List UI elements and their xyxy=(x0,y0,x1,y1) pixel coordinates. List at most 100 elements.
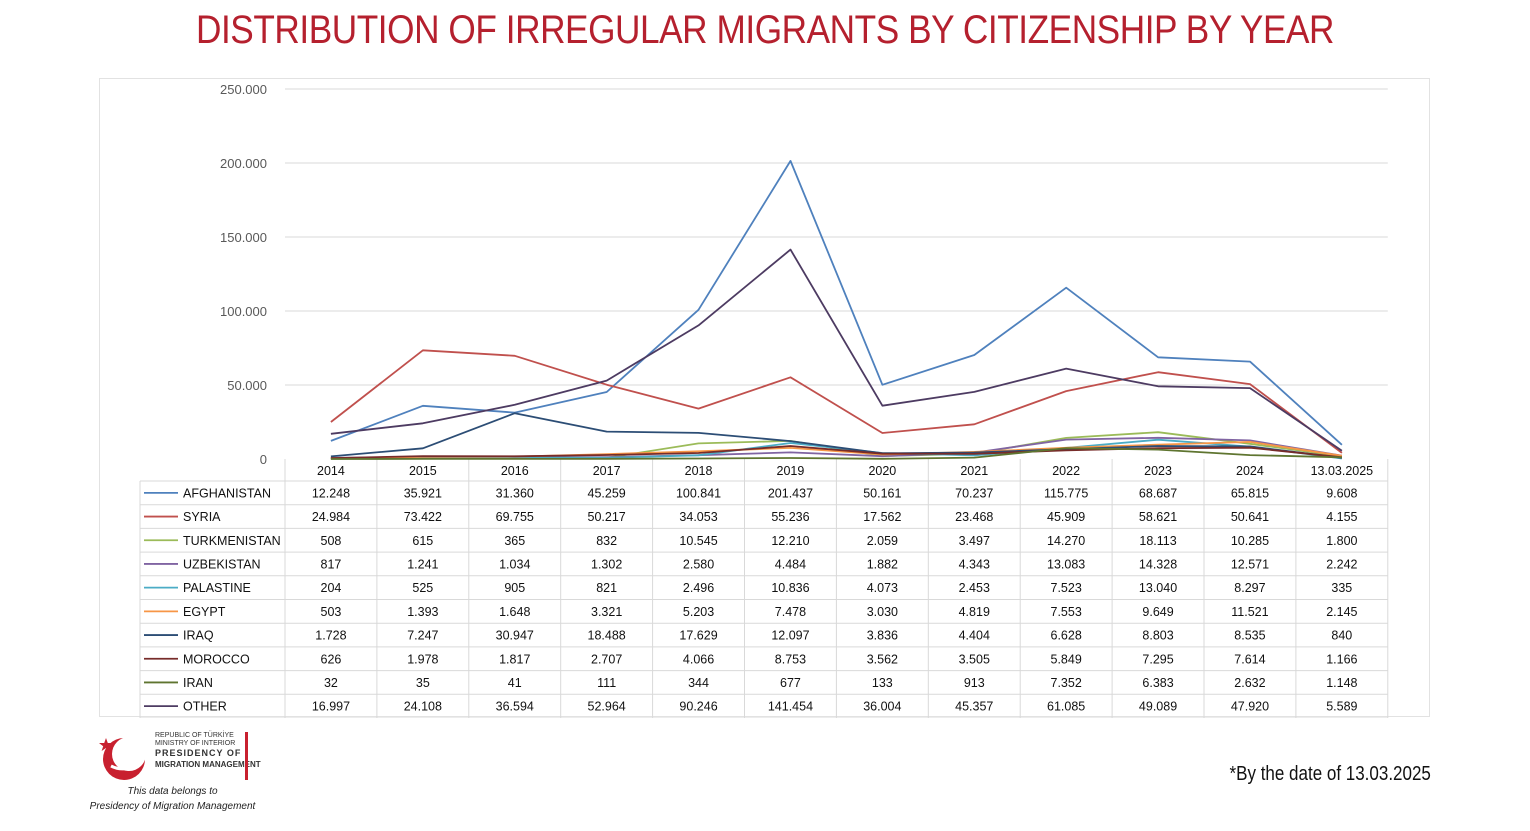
data-label: 4.484 xyxy=(775,557,806,571)
data-label: 913 xyxy=(964,676,985,690)
data-label: 35 xyxy=(416,676,430,690)
data-label: 47.920 xyxy=(1231,700,1269,714)
data-label: 70.237 xyxy=(955,486,993,500)
data-label: 115.775 xyxy=(1044,486,1088,500)
data-label: 626 xyxy=(321,652,342,666)
x-tick-label: 2023 xyxy=(1144,464,1172,478)
data-label: 1.728 xyxy=(315,629,346,643)
data-label: 817 xyxy=(321,557,342,571)
logo-line-migration: MIGRATION MANAGEMENT xyxy=(155,760,261,769)
credit-line-2: Presidency of Migration Management xyxy=(89,801,256,812)
data-label: 10.545 xyxy=(679,534,717,548)
chart-area: 0 50.000 100.000 150.000 200.000 250.000 2014 2… xyxy=(99,78,1430,718)
chart-title: DISTRIBUTION OF IRREGULAR MIGRANTS BY CI… xyxy=(195,8,1335,52)
data-label: 5.589 xyxy=(1326,700,1357,714)
data-label: 10.285 xyxy=(1231,534,1269,548)
data-label: 4.404 xyxy=(959,629,990,643)
data-label: 7.553 xyxy=(1051,605,1082,619)
data-label: 49.089 xyxy=(1139,700,1177,714)
data-label: 36.004 xyxy=(863,700,901,714)
data-label: 1.882 xyxy=(867,557,898,571)
y-tick-label: 100.000 xyxy=(220,304,267,319)
data-label: 3.321 xyxy=(591,605,622,619)
data-label: 13.083 xyxy=(1047,557,1085,571)
series-line-syria xyxy=(330,349,1343,454)
data-label: 100.841 xyxy=(676,486,721,500)
data-label: 2.242 xyxy=(1326,557,1357,571)
data-label: 4.155 xyxy=(1326,510,1357,524)
data-label: 50.161 xyxy=(863,486,901,500)
data-label: 6.628 xyxy=(1051,629,1082,643)
data-label: 12.571 xyxy=(1231,557,1269,571)
data-label: 1.166 xyxy=(1326,652,1357,666)
legend-label: AFGHANISTAN xyxy=(183,486,271,500)
data-label: 36.594 xyxy=(496,700,534,714)
data-label: 4.819 xyxy=(959,605,990,619)
data-label: 14.270 xyxy=(1047,534,1085,548)
x-tick-label: 2019 xyxy=(777,464,805,478)
data-label: 3.497 xyxy=(959,534,990,548)
data-label: 5.203 xyxy=(683,605,714,619)
data-label: 1.648 xyxy=(499,605,530,619)
legend-label: MOROCCO xyxy=(183,652,250,666)
series-line-other xyxy=(330,248,1343,452)
data-label: 9.608 xyxy=(1326,486,1357,500)
data-label: 2.580 xyxy=(683,557,714,571)
data-label: 17.562 xyxy=(863,510,901,524)
credit-line-1: This data belongs to xyxy=(127,786,218,797)
x-tick-label: 2020 xyxy=(868,464,896,478)
data-label: 61.085 xyxy=(1047,700,1085,714)
data-label: 2.145 xyxy=(1326,605,1357,619)
data-label: 3.030 xyxy=(867,605,898,619)
legend-label: EGYPT xyxy=(183,605,226,619)
y-tick-label: 150.000 xyxy=(220,230,267,245)
legend-label: OTHER xyxy=(183,700,227,714)
data-label: 7.247 xyxy=(407,629,438,643)
data-label: 7.523 xyxy=(1051,581,1082,595)
data-label: 12.097 xyxy=(771,629,809,643)
data-label: 335 xyxy=(1331,581,1352,595)
data-label: 201.437 xyxy=(768,486,813,500)
logo-divider xyxy=(245,732,248,780)
x-tick-label: 2021 xyxy=(960,464,988,478)
legend-label: IRAN xyxy=(183,676,213,690)
data-label: 1.034 xyxy=(499,557,530,571)
data-label: 50.641 xyxy=(1231,510,1269,524)
y-tick-label: 250.000 xyxy=(220,82,267,97)
data-label: 45.357 xyxy=(955,700,993,714)
data-label: 50.217 xyxy=(588,510,626,524)
data-label: 6.383 xyxy=(1142,676,1173,690)
data-label: 14.328 xyxy=(1139,557,1177,571)
data-label: 4.343 xyxy=(959,557,990,571)
x-tick-label: 2017 xyxy=(593,464,621,478)
series-line-afghanistan xyxy=(330,160,1343,446)
y-tick-label: 200.000 xyxy=(220,156,267,171)
presidency-logo: REPUBLIC OF TÜRKİYE MINISTRY OF INTERIOR… xyxy=(97,730,261,782)
data-label: 69.755 xyxy=(496,510,534,524)
data-label: 45.909 xyxy=(1047,510,1085,524)
data-label: 1.978 xyxy=(407,652,438,666)
data-label: 10.836 xyxy=(771,581,809,595)
data-label: 503 xyxy=(321,605,342,619)
data-label: 1.800 xyxy=(1326,534,1357,548)
data-label: 508 xyxy=(321,534,342,548)
logo-line-ministry: MINISTRY OF INTERIOR xyxy=(155,740,236,747)
data-label: 52.964 xyxy=(588,700,626,714)
data-label: 2.707 xyxy=(591,652,622,666)
data-label: 12.248 xyxy=(312,486,350,500)
series-line-morocco xyxy=(330,445,1342,459)
data-label: 8.803 xyxy=(1142,629,1173,643)
data-label: 13.040 xyxy=(1139,581,1177,595)
data-label: 34.053 xyxy=(679,510,717,524)
data-label: 840 xyxy=(1331,629,1352,643)
data-label: 204 xyxy=(321,581,342,595)
legend-label: PALASTINE xyxy=(183,581,251,595)
data-label: 31.360 xyxy=(496,486,534,500)
logo-line-republic: REPUBLIC OF TÜRKİYE xyxy=(155,732,234,739)
data-label: 4.066 xyxy=(683,652,714,666)
data-label: 2.496 xyxy=(683,581,714,595)
x-tick-label: 2024 xyxy=(1236,464,1264,478)
data-label: 23.468 xyxy=(955,510,993,524)
data-label: 7.478 xyxy=(775,605,806,619)
series-line-iraq xyxy=(330,412,1343,459)
